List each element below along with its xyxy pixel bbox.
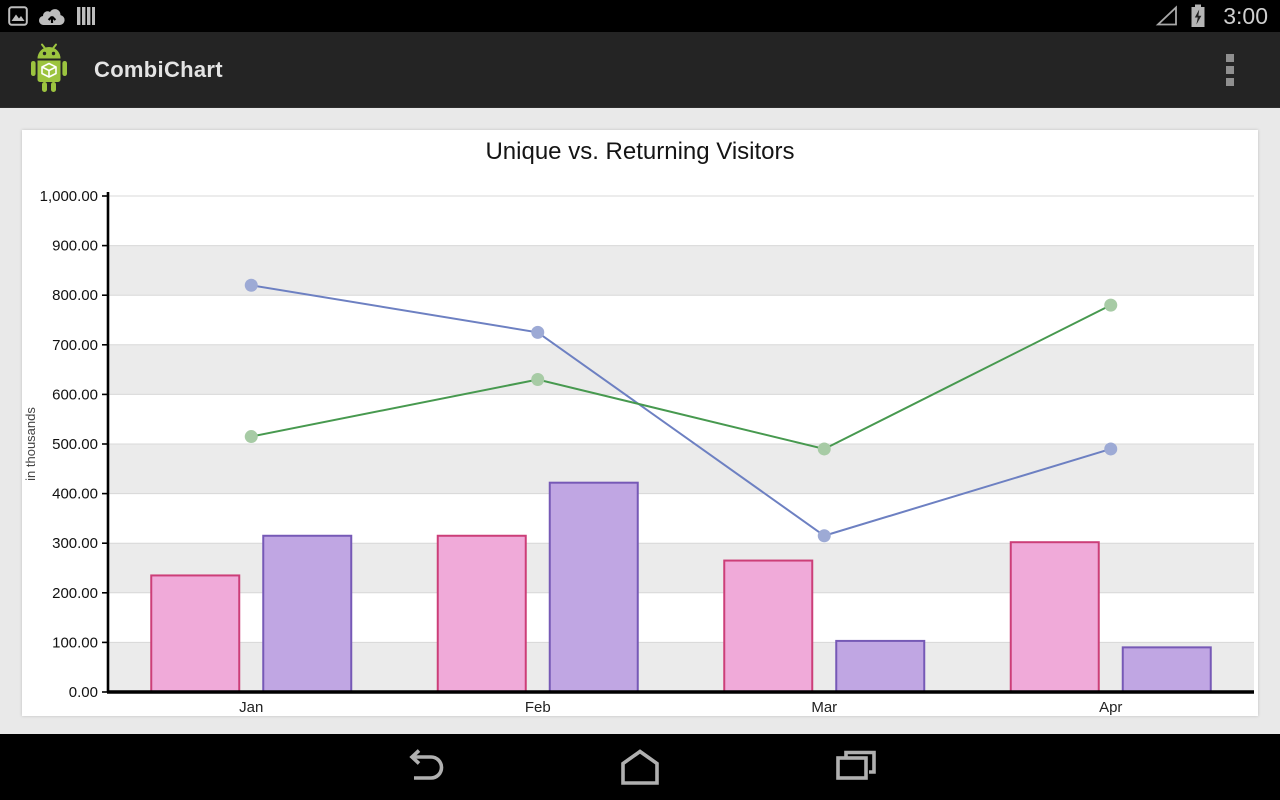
y-axis-title: in thousands xyxy=(23,407,38,481)
y-tick-label: 400.00 xyxy=(52,486,98,503)
action-bar: CombiChart xyxy=(0,32,1280,108)
bar-purple-Jan xyxy=(262,534,353,694)
line-green-marker-Jan xyxy=(244,430,258,444)
bar-pink-Mar xyxy=(723,559,814,693)
chart-title: Unique vs. Returning Visitors xyxy=(485,138,795,165)
line-blue-marker-Apr xyxy=(1104,442,1118,456)
bar-purple-Feb xyxy=(548,481,639,693)
y-tick-label: 0.00 xyxy=(69,684,98,701)
bar-pink-Jan xyxy=(150,574,241,693)
line-blue xyxy=(251,284,1112,537)
status-bar: 3:00 xyxy=(0,0,1280,32)
line-green-marker-Apr xyxy=(1104,298,1118,312)
y-tick-label: 800.00 xyxy=(52,287,98,304)
signal-triangle-icon xyxy=(1155,5,1178,26)
line-green xyxy=(251,304,1112,451)
y-tick-label: 700.00 xyxy=(52,337,98,354)
cloud-upload-icon xyxy=(38,9,65,26)
x-tick-label: Mar xyxy=(811,699,837,716)
y-tick-label: 200.00 xyxy=(52,585,98,602)
android-robot-icon xyxy=(31,43,67,92)
bar-pink-Feb xyxy=(436,534,527,694)
line-green-marker-Feb xyxy=(531,373,545,387)
battery-charging-icon xyxy=(1191,4,1205,27)
clock: 3:00 xyxy=(1223,2,1268,29)
line-blue-marker-Mar xyxy=(817,529,831,543)
combo-chart-plot[interactable]: 0.00 100.00 200.00 300.00 400.00 500.00 600.00… xyxy=(22,130,1258,716)
gallery-icon xyxy=(8,6,28,26)
x-tick-label: Feb xyxy=(525,699,551,716)
line-blue-marker-Jan xyxy=(244,278,258,292)
line-blue-marker-Feb xyxy=(531,325,545,339)
line-green-marker-Mar xyxy=(817,442,831,456)
y-tick-label: 500.00 xyxy=(52,436,98,453)
x-tick-label: Jan xyxy=(239,699,263,716)
content-area: Unique vs. Returning Visitors 0.00 100.00… xyxy=(0,108,1280,734)
bar-purple-Apr xyxy=(1121,646,1212,693)
y-tick-label: 600.00 xyxy=(52,386,98,403)
bar-pink-Apr xyxy=(1009,541,1100,694)
recents-icon[interactable] xyxy=(826,743,886,791)
navigation-bar xyxy=(0,734,1280,800)
y-tick-label: 300.00 xyxy=(52,535,98,552)
app-title: CombiChart xyxy=(94,56,223,82)
x-tick-label: Apr xyxy=(1099,699,1122,716)
bar-purple-Mar xyxy=(835,639,926,693)
y-tick-label: 1,000.00 xyxy=(40,188,98,205)
y-tick-label: 900.00 xyxy=(52,238,98,255)
chart-card: Unique vs. Returning Visitors 0.00 100.00… xyxy=(22,130,1258,716)
stack-icon xyxy=(77,7,95,25)
back-icon[interactable] xyxy=(394,743,454,791)
y-tick-label: 100.00 xyxy=(52,634,98,651)
home-icon[interactable] xyxy=(610,743,670,791)
overflow-menu-icon[interactable] xyxy=(1216,44,1244,96)
